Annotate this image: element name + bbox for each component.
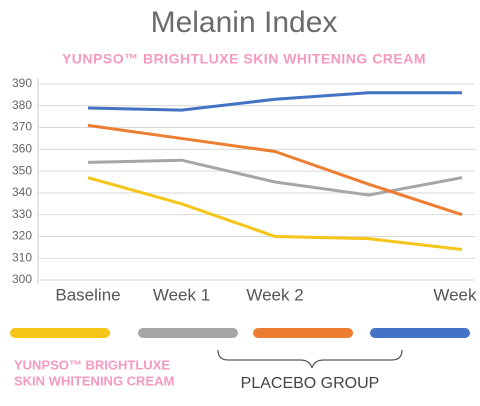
data-line [87, 158, 463, 197]
legend-brace [217, 349, 403, 369]
y-tick-label: 380 [12, 98, 32, 112]
y-tick-label: 360 [12, 142, 32, 156]
legend-label: SKIN WHITENING CREAM [14, 373, 174, 388]
chart-subtitle: YUNPSO™ BRIGHTLUXE SKIN WHITENING CREAM [62, 51, 426, 67]
y-tick-label: 310 [12, 250, 32, 264]
legend-label: YUNPSO™ BRIGHTLUXE [14, 357, 170, 372]
y-tick-label: 390 [12, 76, 32, 90]
chart-title: Melanin Index [151, 6, 338, 39]
data-line [87, 176, 463, 252]
y-tick-label: 320 [12, 229, 32, 243]
data-line [87, 91, 462, 112]
y-tick-label: 300 [12, 272, 32, 286]
y-tick-label: 350 [12, 163, 32, 177]
x-tick-label: Week 4 [433, 285, 480, 304]
legend-label: PLACEBO GROUP [241, 375, 380, 392]
y-tick-label: 340 [12, 185, 32, 199]
x-tick-label: Week 1 [153, 285, 210, 304]
x-tick-label: Baseline [55, 285, 120, 304]
y-tick-label: 330 [12, 207, 32, 221]
x-tick-label: Week 2 [246, 285, 303, 304]
data-line [87, 123, 463, 217]
y-tick-label: 370 [12, 120, 32, 134]
